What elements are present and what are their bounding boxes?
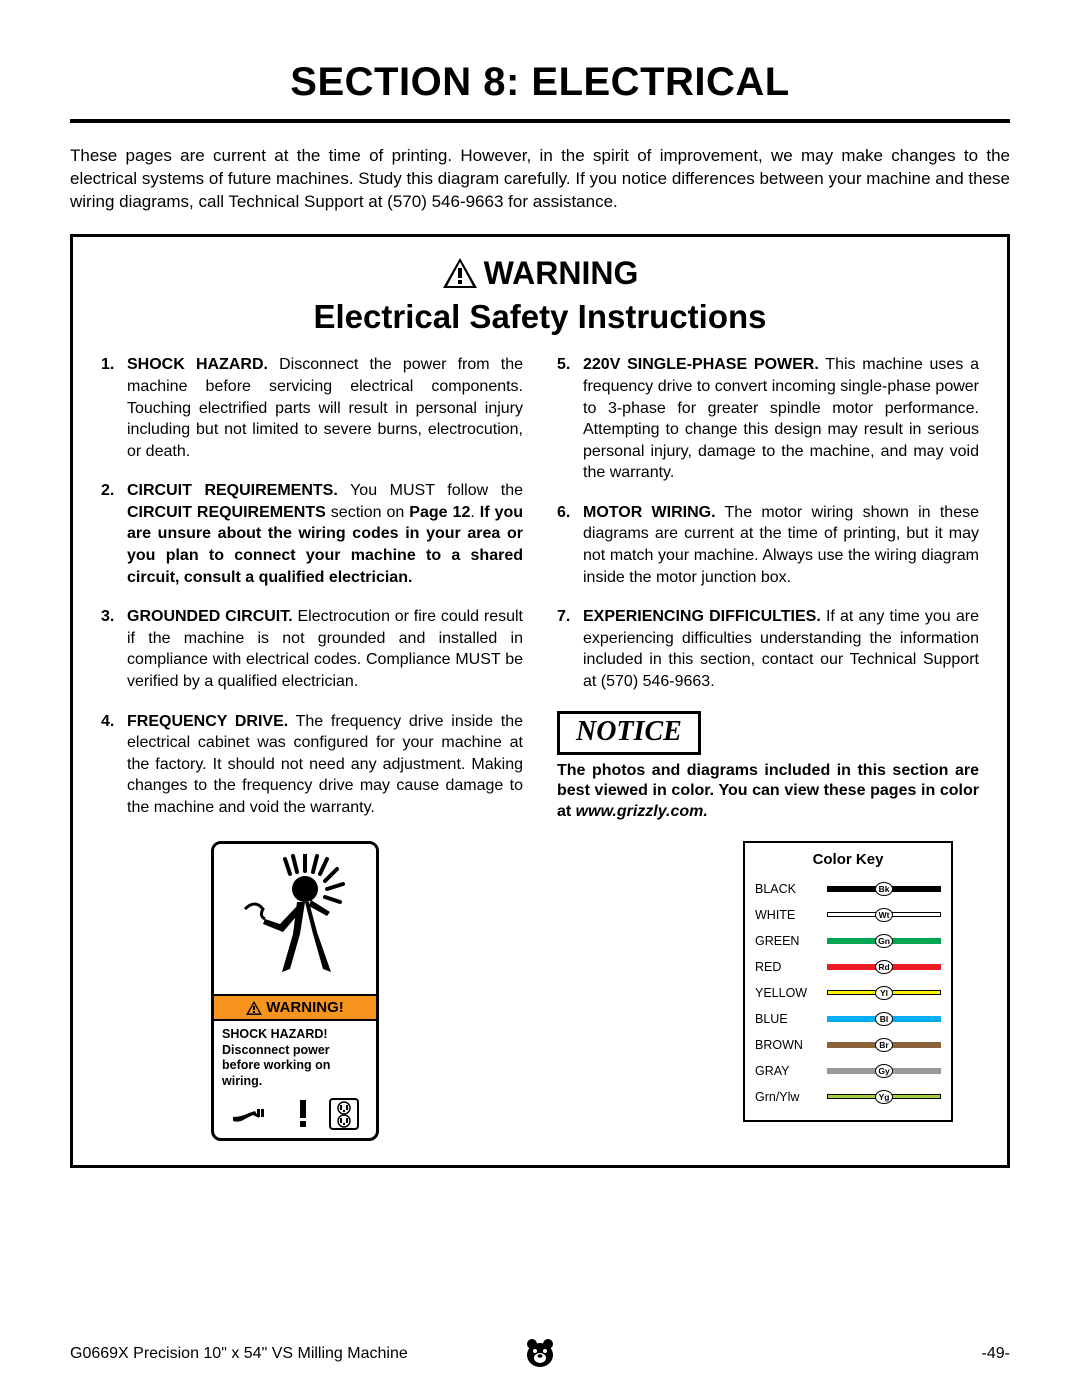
color-key-swatch: Bk	[827, 882, 941, 896]
color-key-row: Grn/Ylw Yg	[755, 1084, 941, 1110]
color-key-swatch: Wt	[827, 908, 941, 922]
intro-paragraph: These pages are current at the time of p…	[70, 145, 1010, 214]
color-key-swatch: Yl	[827, 986, 941, 1000]
instruction-3: 3. GROUNDED CIRCUIT. Electrocution or fi…	[101, 606, 523, 692]
instruction-1: 1. SHOCK HAZARD. Disconnect the power fr…	[101, 354, 523, 462]
shock-figure-area	[214, 844, 376, 994]
color-key-code: Gy	[875, 1064, 893, 1078]
instruction-5: 5. 220V SINGLE-PHASE POWER. This machine…	[557, 354, 979, 484]
shock-person-icon	[235, 854, 355, 984]
notice-label: NOTICE	[557, 711, 701, 755]
color-key-label: BLUE	[755, 1012, 827, 1026]
color-key-row: BLACK Bk	[755, 876, 941, 902]
color-key-label: BLACK	[755, 882, 827, 896]
color-key-code: Rd	[875, 960, 893, 974]
color-key-row: BROWN Br	[755, 1032, 941, 1058]
plug-icon	[231, 1101, 277, 1127]
instruction-6: 6. MOTOR WIRING. The motor wiring shown …	[557, 502, 979, 588]
color-key-swatch: Gn	[827, 934, 941, 948]
shock-text: SHOCK HAZARD! Disconnect power before wo…	[214, 1021, 376, 1098]
shock-warning-bar: WARNING!	[214, 994, 376, 1021]
shock-hazard-card: WARNING! SHOCK HAZARD! Disconnect power …	[211, 841, 379, 1141]
title-rule	[70, 119, 1010, 123]
color-key-label: RED	[755, 960, 827, 974]
color-key-label: GRAY	[755, 1064, 827, 1078]
left-column: 1. SHOCK HAZARD. Disconnect the power fr…	[101, 354, 523, 823]
color-key-row: BLUE Bl	[755, 1006, 941, 1032]
warning-box: WARNING Electrical Safety Instructions 1…	[70, 234, 1010, 1168]
notice-block: NOTICE The photos and diagrams included …	[557, 711, 979, 823]
warning-triangle-icon	[442, 257, 478, 289]
exclamation-icon	[295, 1100, 311, 1128]
color-key-label: BROWN	[755, 1038, 827, 1052]
color-key-label: GREEN	[755, 934, 827, 948]
color-key-swatch: Br	[827, 1038, 941, 1052]
color-key-code: Bl	[875, 1012, 893, 1026]
shock-warning-label: WARNING!	[266, 999, 344, 1016]
color-key-code: Yl	[875, 986, 893, 1000]
color-key-swatch: Gy	[827, 1064, 941, 1078]
outlet-icon	[329, 1098, 359, 1130]
warning-label: WARNING	[484, 255, 639, 292]
right-column: 5. 220V SINGLE-PHASE POWER. This machine…	[557, 354, 979, 823]
color-key-code: Gn	[875, 934, 893, 948]
color-key-label: YELLOW	[755, 986, 827, 1000]
color-key-row: YELLOW Yl	[755, 980, 941, 1006]
warning-subtitle: Electrical Safety Instructions	[101, 298, 979, 336]
footer-logo	[524, 1336, 556, 1373]
color-key-code: Yg	[875, 1090, 893, 1104]
color-key-swatch: Yg	[827, 1090, 941, 1104]
instruction-4: 4. FREQUENCY DRIVE. The frequency drive …	[101, 711, 523, 819]
color-key-code: Wt	[875, 908, 893, 922]
warning-triangle-small-icon	[246, 1001, 262, 1015]
color-key-label: Grn/Ylw	[755, 1090, 827, 1104]
color-key-row: GRAY Gy	[755, 1058, 941, 1084]
shock-bottom-icons	[214, 1098, 376, 1138]
color-key-code: Bk	[875, 882, 893, 896]
page-footer: G0669X Precision 10" x 54" VS Milling Ma…	[70, 1345, 1010, 1363]
footer-right: -49-	[982, 1345, 1010, 1363]
color-key-swatch: Rd	[827, 960, 941, 974]
color-key-box: Color Key BLACK Bk WHITE Wt GREEN Gn RED Rd YELL…	[743, 841, 953, 1122]
notice-text: The photos and diagrams included in this…	[557, 761, 979, 823]
bear-icon	[524, 1336, 556, 1368]
color-key-rows: BLACK Bk WHITE Wt GREEN Gn RED Rd YELLOW Yl BLUE Bl…	[755, 876, 941, 1110]
color-key-code: Br	[875, 1038, 893, 1052]
color-key-swatch: Bl	[827, 1012, 941, 1026]
color-key-title: Color Key	[755, 851, 941, 868]
bottom-row: WARNING! SHOCK HAZARD! Disconnect power …	[101, 841, 979, 1141]
instruction-7: 7. EXPERIENCING DIFFICULTIES. If at any …	[557, 606, 979, 692]
color-key-row: RED Rd	[755, 954, 941, 980]
color-key-row: WHITE Wt	[755, 902, 941, 928]
color-key-row: GREEN Gn	[755, 928, 941, 954]
section-title: SECTION 8: ELECTRICAL	[70, 60, 1010, 105]
footer-left: G0669X Precision 10" x 54" VS Milling Ma…	[70, 1345, 408, 1363]
warning-header: WARNING	[101, 255, 979, 295]
color-key-label: WHITE	[755, 908, 827, 922]
instruction-2: 2. CIRCUIT REQUIREMENTS. You MUST follow…	[101, 480, 523, 588]
instruction-columns: 1. SHOCK HAZARD. Disconnect the power fr…	[101, 354, 979, 823]
